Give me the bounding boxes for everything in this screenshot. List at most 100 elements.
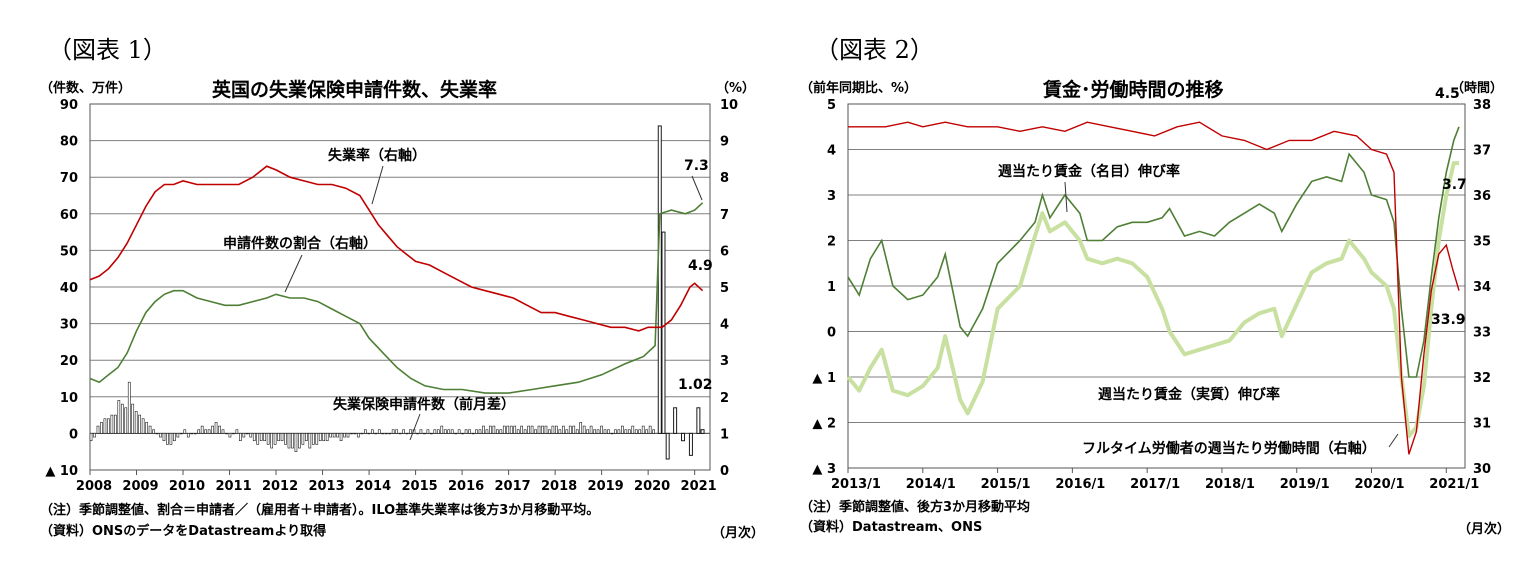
claims-bar xyxy=(436,429,440,434)
chart-source: （資料）Datastream、ONS xyxy=(800,520,983,535)
chart-note: （注）季節調整値、後方3か月移動平均 xyxy=(800,500,1031,515)
claims-bar xyxy=(593,429,596,434)
x-tick-label: 2009 xyxy=(122,479,158,494)
ratio-label: 申請件数の割合（右軸） xyxy=(223,235,377,252)
right-tick-label: 4 xyxy=(720,318,729,333)
right-tick-label: 10 xyxy=(720,98,738,113)
claims-bar xyxy=(398,433,402,435)
claims-bar xyxy=(374,433,378,435)
claims-bar xyxy=(120,403,124,434)
claims-bar xyxy=(131,403,135,434)
claims-bar xyxy=(419,429,423,434)
label-leader xyxy=(1388,433,1399,448)
claims-bar xyxy=(287,433,291,449)
claims-bar xyxy=(298,433,301,449)
claims-bar xyxy=(311,433,315,445)
left-tick-label: 1 xyxy=(827,280,836,295)
left-tick-label: 0 xyxy=(827,326,836,341)
claims-bar xyxy=(603,429,607,434)
claims-bar xyxy=(204,429,207,434)
claims-bar xyxy=(103,418,107,434)
claims-bar xyxy=(572,425,576,434)
x-tick-label: 2020/1 xyxy=(1355,477,1405,492)
claims-bar xyxy=(391,429,395,434)
claims-bar xyxy=(513,425,517,434)
claims-bar xyxy=(350,433,353,435)
claims-bar xyxy=(426,429,430,434)
left-tick-label: 5 xyxy=(827,98,836,113)
claims-bar xyxy=(252,433,256,442)
chart-plot-1: ▲ 10 0 10 20 30 40 50 60 70 80 90 0 1 2 3 4 5 6 7 8 9 10 2008 2… xyxy=(45,98,738,494)
claims-bar xyxy=(339,433,343,442)
plot-frame xyxy=(847,103,1466,469)
claims-bar xyxy=(353,433,357,435)
unemployment-label: 失業率（右軸） xyxy=(328,147,426,164)
claims-bar xyxy=(259,433,263,442)
left-tick-label: ▲ 1 xyxy=(812,371,836,386)
claims-bar xyxy=(575,429,579,434)
nominal-wage-label: 週当たり賃金（名目）伸び率 xyxy=(998,163,1180,180)
claims-bar xyxy=(541,425,544,434)
claims-bar xyxy=(239,433,242,442)
claims-bar xyxy=(277,433,280,442)
left-axis-unit: （前年同期比、%） xyxy=(800,81,918,96)
claims-bar xyxy=(561,425,565,434)
x-tick-label: 2017 xyxy=(495,479,531,494)
label-leader xyxy=(284,254,303,293)
claims-bar xyxy=(509,425,513,434)
claims-bar xyxy=(343,433,346,438)
left-tick-label: 10 xyxy=(60,391,78,406)
claims-bar xyxy=(159,433,162,438)
right-tick-label: 32 xyxy=(1473,371,1491,386)
claims-bar xyxy=(568,425,572,434)
right-tick-label: 7 xyxy=(720,208,729,223)
claims-bar xyxy=(370,429,374,434)
x-tick-label: 2008 xyxy=(76,479,112,494)
left-tick-label: 90 xyxy=(60,98,78,113)
claims-bar xyxy=(661,231,666,434)
value-label-4-5: 4.5 xyxy=(1435,86,1460,102)
claims-bar xyxy=(471,433,475,435)
right-tick-label: 5 xyxy=(720,281,729,296)
claims-bar xyxy=(652,429,655,434)
claims-bar xyxy=(600,425,603,434)
claims-bar xyxy=(179,433,183,435)
claims-bar xyxy=(200,425,204,434)
claims-bar xyxy=(377,429,381,434)
claims-bar xyxy=(322,433,326,442)
claims-bar xyxy=(555,425,558,434)
claims-bar xyxy=(624,429,628,434)
claims-bar xyxy=(502,425,506,434)
real-wage-label: 週当たり賃金（実質）伸び率 xyxy=(1098,386,1280,403)
figure-label: （図表 1） xyxy=(48,36,167,64)
x-tick-label: 2019 xyxy=(588,479,624,494)
claims-bar xyxy=(638,429,642,434)
claims-bar xyxy=(214,422,218,434)
claims-bar xyxy=(357,433,360,438)
x-tick-label: 2013 xyxy=(308,479,344,494)
claims-bar xyxy=(100,422,103,434)
claims-bar xyxy=(329,433,332,438)
claims-bar xyxy=(155,433,159,435)
claims-bar xyxy=(657,125,662,434)
claims-bar xyxy=(360,433,364,435)
x-tick-label: 2019/1 xyxy=(1280,477,1330,492)
right-tick-label: 1 xyxy=(720,427,729,442)
figure-label: （図表 2） xyxy=(815,36,934,64)
hours-label: フルタイム労働者の週当たり労働時間（右軸） xyxy=(1082,440,1376,457)
claims-bar xyxy=(548,429,551,434)
chart-panel-2: （図表 2） 賃金･労働時間の推移 （前年同期比、%） （時間） ▲ 3 ▲ 2 ▲… xyxy=(765,0,1529,574)
claims-bar xyxy=(266,433,270,445)
claims-bar xyxy=(681,432,686,442)
claims-bar xyxy=(447,429,451,434)
claims-bar xyxy=(475,429,478,434)
claims-bar xyxy=(430,433,433,435)
x-tick-label: 2014 xyxy=(355,479,391,494)
left-tick-label: 60 xyxy=(60,208,78,223)
x-tick-label: 2020 xyxy=(634,479,670,494)
claims-bar xyxy=(315,433,319,445)
claims-bar xyxy=(496,429,499,434)
claims-bar xyxy=(457,429,461,434)
claims-bar xyxy=(162,433,166,442)
x-tick-label: 2012 xyxy=(262,479,298,494)
